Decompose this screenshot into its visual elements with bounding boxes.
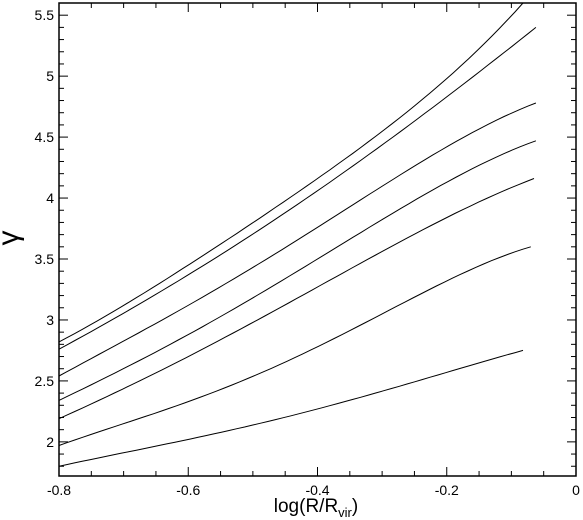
series-line-5 [58, 102, 537, 377]
y-tick-label: 4 [46, 190, 54, 206]
x-tick-label: -0.4 [305, 482, 329, 498]
y-tick-label: 5.5 [35, 7, 55, 23]
series-line-1 [58, 349, 524, 467]
y-axis-label: γ [0, 231, 25, 246]
series-line-2 [58, 246, 531, 446]
tick-labels: -0.8 -0.6 -0.4 -0.2 0 2 2.5 3 3.5 4 4.5 5 5.5 [35, 7, 581, 498]
series-line-6 [58, 27, 537, 350]
y-tick-label: 3.5 [35, 251, 55, 267]
series-lines [58, 2, 537, 467]
x-tick-label: 0 [572, 482, 580, 498]
x-axis-label: log(R/Rvir) [274, 496, 358, 520]
series-line-7 [58, 2, 524, 343]
x-tick-label: -0.2 [435, 482, 459, 498]
y-tick-label: 3 [46, 312, 54, 328]
series-line-3 [58, 178, 535, 420]
series-line-4 [58, 140, 537, 401]
y-tick-label: 2 [46, 434, 54, 450]
y-tick-label: 4.5 [35, 129, 55, 145]
x-tick-label: -0.8 [47, 482, 71, 498]
y-tick-label: 2.5 [35, 373, 55, 389]
x-tick-label: -0.6 [176, 482, 200, 498]
y-tick-label: 5 [46, 68, 54, 84]
plot-frame [58, 2, 577, 477]
axis-ticks [58, 2, 577, 476]
